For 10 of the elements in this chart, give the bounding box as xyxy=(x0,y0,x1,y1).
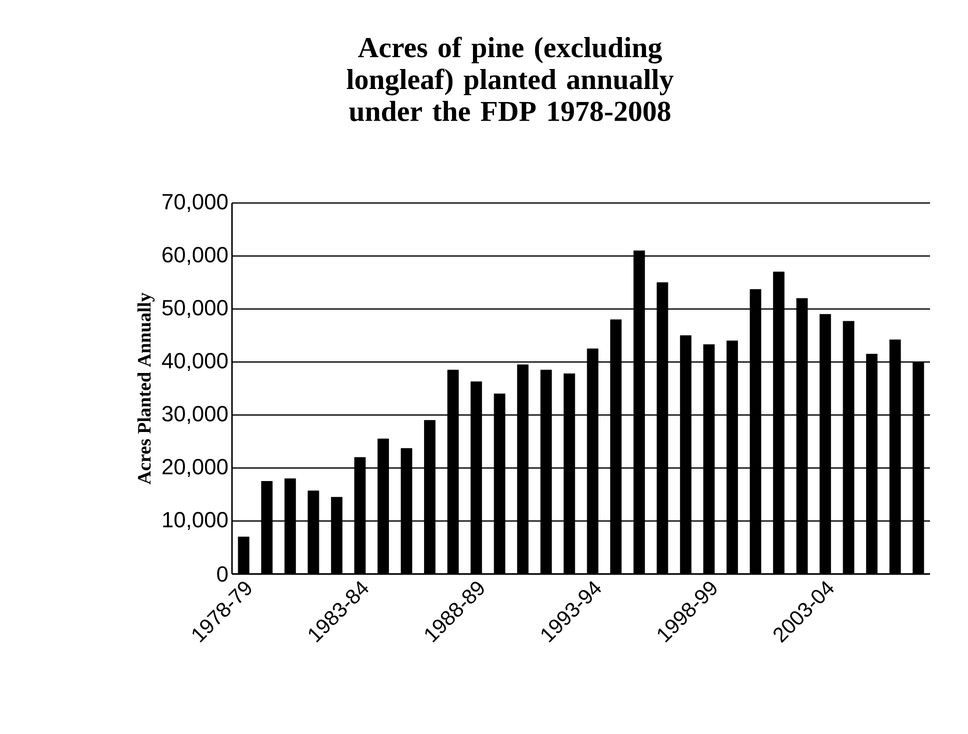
y-tick-label: 70,000 xyxy=(162,194,228,212)
y-tick-label: 10,000 xyxy=(163,512,228,530)
y-tick-label: 50,000 xyxy=(162,300,228,318)
chart-title: Acres of pine (excluding longleaf) planted annually under the FDP 1978-2008 xyxy=(346,36,674,122)
y-tick-label: 0 xyxy=(217,566,228,582)
y-tick-label: 60,000 xyxy=(162,246,228,266)
y-tick-label: 30,000 xyxy=(162,406,228,424)
y-tick-label: 20,000 xyxy=(162,458,228,478)
y-tick-label: 40,000 xyxy=(162,352,228,372)
y-axis-title: Acres Planted Annually xyxy=(137,292,155,484)
